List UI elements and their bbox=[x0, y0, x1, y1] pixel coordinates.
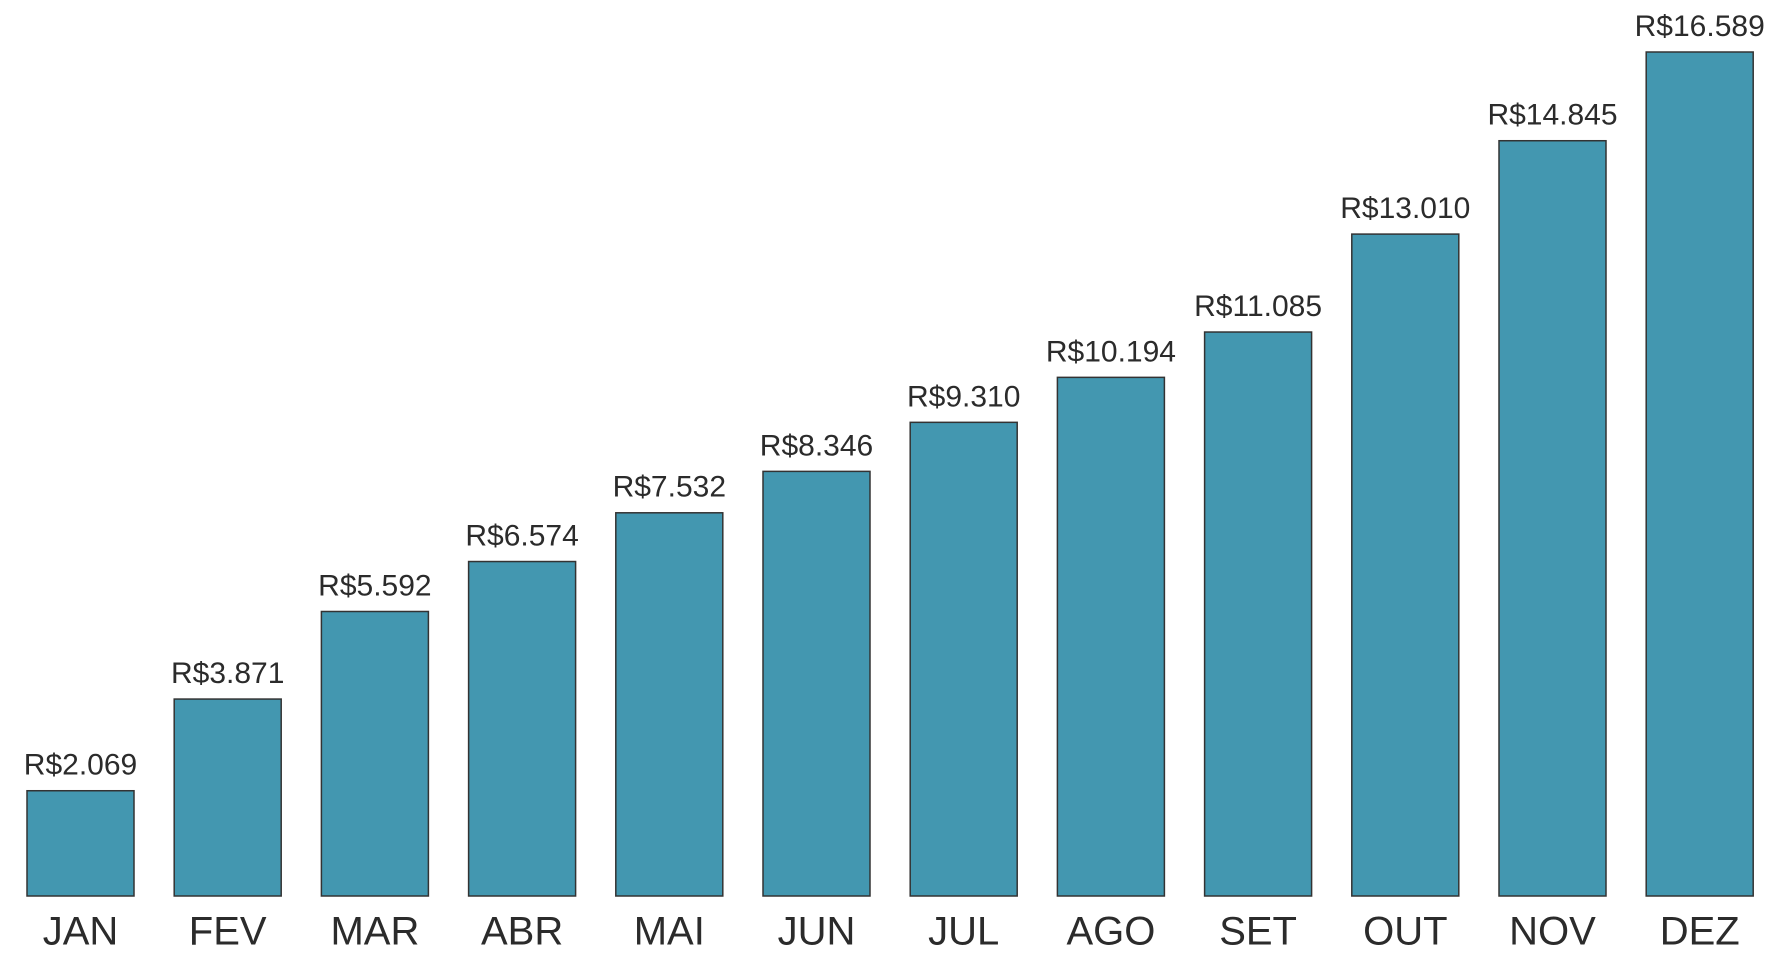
category-label: JUN bbox=[778, 910, 856, 954]
bar bbox=[909, 421, 1018, 897]
value-label: R$2.069 bbox=[24, 749, 137, 782]
value-label: R$3.871 bbox=[171, 657, 284, 690]
category-label: AGO bbox=[1066, 910, 1155, 954]
category-label: NOV bbox=[1509, 910, 1596, 954]
bar bbox=[1351, 233, 1460, 897]
bar bbox=[1203, 331, 1313, 897]
bar bbox=[762, 470, 871, 897]
category-label: JUL bbox=[928, 910, 999, 954]
value-label: R$10.194 bbox=[1046, 335, 1176, 368]
value-label: R$6.574 bbox=[465, 519, 578, 552]
bar bbox=[1056, 376, 1166, 897]
value-label: R$11.085 bbox=[1194, 290, 1322, 323]
bar bbox=[615, 512, 724, 897]
value-label: R$9.310 bbox=[907, 380, 1020, 413]
bar bbox=[467, 560, 577, 897]
bar bbox=[1645, 51, 1754, 897]
category-label: JAN bbox=[43, 910, 119, 954]
bar bbox=[320, 610, 430, 897]
category-label: ABR bbox=[481, 910, 563, 954]
category-label: SET bbox=[1219, 910, 1297, 954]
category-label: MAR bbox=[330, 910, 419, 954]
value-label: R$7.532 bbox=[613, 471, 726, 504]
value-label: R$8.346 bbox=[760, 429, 873, 462]
category-label: OUT bbox=[1363, 910, 1447, 954]
value-label: R$5.592 bbox=[318, 569, 431, 602]
category-label: MAI bbox=[634, 910, 705, 954]
value-label: R$13.010 bbox=[1340, 192, 1470, 225]
bar bbox=[26, 789, 135, 897]
bar bbox=[173, 698, 282, 897]
category-label: FEV bbox=[189, 910, 267, 954]
value-label: R$16.589 bbox=[1635, 10, 1765, 43]
category-label: DEZ bbox=[1660, 910, 1740, 954]
bar bbox=[1498, 139, 1607, 897]
value-label: R$14.845 bbox=[1487, 99, 1617, 132]
